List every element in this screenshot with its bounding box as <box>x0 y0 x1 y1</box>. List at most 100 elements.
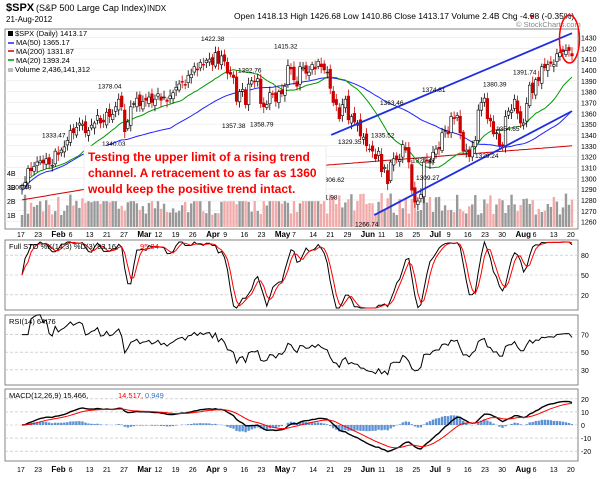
volume-bar <box>99 203 102 227</box>
price-tick-label: 1270 <box>581 209 597 216</box>
volume-bar <box>283 200 287 227</box>
price-tick-label: 1280 <box>581 198 597 205</box>
x-tick-label: 16 <box>240 232 248 239</box>
macd-histogram-bar <box>528 422 531 425</box>
candle-body <box>256 78 260 82</box>
candle-body <box>68 130 72 143</box>
volume-bar <box>69 194 72 227</box>
x-tick-label: 20 <box>567 467 575 474</box>
volume-bar <box>365 203 368 227</box>
macd-histogram-bar <box>286 422 290 425</box>
macd-histogram-bar <box>250 425 253 430</box>
volume-bar <box>262 198 265 227</box>
volume-tick-label: 1B <box>7 213 16 220</box>
macd-histogram-bar <box>322 423 326 425</box>
candle-body <box>62 146 66 153</box>
candle-body <box>479 102 483 111</box>
candle-body <box>419 194 423 199</box>
chart-date: 21-Aug-2012 <box>6 15 53 24</box>
volume-bar <box>510 194 513 227</box>
macd-histogram-bar <box>440 416 444 425</box>
volume-bar <box>120 205 123 227</box>
x-tick-label: 13 <box>550 467 558 474</box>
candle-body <box>534 79 538 96</box>
volume-bar <box>437 196 441 227</box>
macd-histogram-bar <box>168 425 172 427</box>
volume-bar <box>525 198 528 227</box>
candle-body <box>268 92 272 105</box>
candle-body <box>540 66 544 84</box>
candle-body <box>216 50 221 64</box>
candle-body <box>452 117 456 120</box>
x-tick-label: 7 <box>292 232 296 239</box>
macd-histogram-bar <box>235 425 238 432</box>
volume-bar <box>335 204 338 227</box>
volume-bar <box>443 205 447 227</box>
candle-body <box>383 167 387 169</box>
candle-body <box>71 128 75 134</box>
candle-body <box>20 185 24 189</box>
volume-bar <box>29 202 33 227</box>
macd-histogram-bar <box>458 417 462 425</box>
candle-body <box>313 66 317 70</box>
volume-bar <box>407 213 411 227</box>
candle-body <box>446 131 450 135</box>
x-tick-label: 25 <box>412 467 420 474</box>
x-axis-bottom: 17 23 Feb 6 13 21 27 Mar 12 19 26 Apr 9 16 23 May 7 14 21 2… <box>17 465 575 474</box>
x-tick-label: 21 <box>103 467 111 474</box>
price-low-label: 1329.35 <box>338 139 362 146</box>
candle-body <box>129 106 133 126</box>
indicator-tick-label: 20 <box>581 293 589 300</box>
macd-histogram-bar <box>87 423 90 425</box>
macd-histogram-bar <box>561 421 565 425</box>
volume-bar <box>78 207 81 227</box>
candle-body <box>467 149 471 157</box>
rsi-panel <box>4 314 579 386</box>
candle-body <box>23 182 27 187</box>
volume-bar <box>374 213 377 227</box>
legend-ma200: MA(200) 1331.87 <box>16 47 74 56</box>
price-low-label: 1357.38 <box>222 123 246 130</box>
macd-histogram-bar <box>41 421 45 425</box>
volume-tick-label: 4B <box>7 171 16 178</box>
volume-bar <box>570 199 574 227</box>
volume-bar <box>286 202 290 227</box>
macd-signal-value: 14.517, <box>118 391 143 400</box>
volume-bar <box>371 203 374 227</box>
candle-body <box>228 72 233 75</box>
macd-histogram-bar <box>537 420 540 425</box>
volume-bar <box>501 200 504 227</box>
macd-histogram-bar <box>365 425 368 432</box>
price-low-label: 1325.41 <box>412 157 436 164</box>
x-tick-label: Aug <box>515 465 531 474</box>
macd-histogram-bar <box>310 422 314 425</box>
x-tick-label: 9 <box>447 467 451 474</box>
macd-histogram-bar <box>344 425 347 431</box>
candle-body <box>241 89 245 92</box>
candle-body <box>186 75 190 83</box>
x-tick-label: 30 <box>498 467 506 474</box>
candle-body <box>443 130 447 132</box>
candle-body <box>141 101 145 110</box>
volume-bar <box>174 212 178 227</box>
candle-body <box>319 63 323 68</box>
volume-bar <box>422 193 426 227</box>
macd-histogram-bar <box>93 423 96 425</box>
volume-bar <box>141 206 145 227</box>
volume-bar <box>377 201 380 227</box>
candle-body <box>561 49 565 52</box>
volume-bar <box>359 194 362 227</box>
macd-histogram-bar <box>211 424 214 425</box>
indicator-tick-label: 70 <box>581 333 589 340</box>
volume-bar <box>235 204 238 227</box>
volume-bar <box>84 202 87 227</box>
volume-bar <box>51 214 54 227</box>
macd-histogram-bar <box>480 420 483 425</box>
macd-histogram-bar <box>144 425 148 426</box>
candle-body <box>416 200 420 205</box>
candle-body <box>464 149 468 153</box>
candle-body <box>234 76 239 102</box>
candle-body <box>253 80 257 83</box>
stochastic-lines: 80 50 20 <box>5 240 589 309</box>
